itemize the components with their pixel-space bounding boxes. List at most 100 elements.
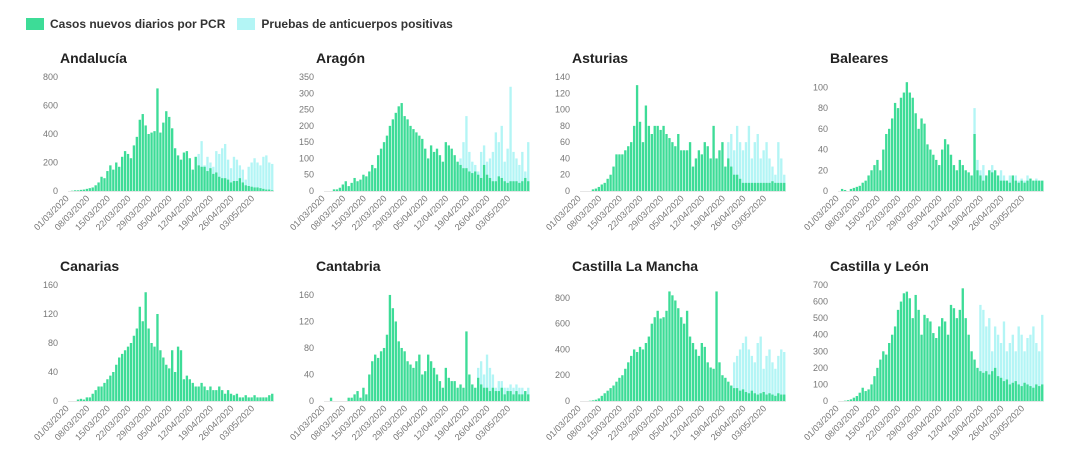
pcr-bar[interactable] — [771, 181, 774, 191]
pcr-bar[interactable] — [356, 391, 359, 401]
pcr-bar[interactable] — [156, 314, 159, 401]
pcr-bar[interactable] — [641, 142, 645, 191]
pcr-bar[interactable] — [424, 371, 427, 401]
pcr-bar[interactable] — [999, 377, 1003, 401]
antibody-bar[interactable] — [226, 159, 230, 191]
pcr-bar[interactable] — [774, 182, 777, 191]
antibody-bar[interactable] — [768, 349, 771, 401]
antibody-bar[interactable] — [985, 326, 988, 401]
pcr-bar[interactable] — [624, 150, 627, 191]
pcr-bar[interactable] — [371, 361, 374, 401]
antibody-bar[interactable] — [999, 343, 1003, 401]
pcr-bar[interactable] — [715, 158, 718, 191]
pcr-bar[interactable] — [777, 182, 780, 191]
pcr-bar[interactable] — [518, 182, 521, 191]
pcr-bar[interactable] — [527, 181, 530, 191]
pcr-bar[interactable] — [638, 121, 642, 191]
antibody-bar[interactable] — [774, 368, 777, 401]
pcr-bar[interactable] — [1035, 180, 1038, 191]
pcr-bar[interactable] — [524, 177, 527, 191]
pcr-bar[interactable] — [899, 97, 903, 191]
pcr-bar[interactable] — [100, 176, 103, 191]
antibody-bar[interactable] — [488, 367, 492, 401]
pcr-bar[interactable] — [970, 175, 973, 191]
pcr-bar[interactable] — [996, 175, 1000, 191]
pcr-bar[interactable] — [627, 146, 630, 191]
pcr-bar[interactable] — [668, 138, 671, 191]
pcr-bar[interactable] — [397, 106, 400, 191]
pcr-bar[interactable] — [221, 390, 224, 402]
pcr-bar[interactable] — [635, 352, 639, 401]
pcr-bar[interactable] — [600, 184, 603, 191]
pcr-bar[interactable] — [858, 185, 861, 191]
pcr-bar[interactable] — [1017, 384, 1020, 401]
pcr-bar[interactable] — [926, 144, 929, 191]
pcr-bar[interactable] — [162, 122, 165, 191]
pcr-bar[interactable] — [694, 349, 698, 401]
antibody-bar[interactable] — [488, 158, 492, 191]
pcr-bar[interactable] — [376, 357, 380, 401]
pcr-bar[interactable] — [123, 350, 127, 401]
pcr-bar[interactable] — [650, 323, 653, 401]
pcr-bar[interactable] — [1020, 180, 1023, 191]
pcr-bar[interactable] — [450, 148, 453, 191]
pcr-bar[interactable] — [209, 168, 212, 191]
pcr-bar[interactable] — [855, 186, 858, 191]
pcr-bar[interactable] — [138, 306, 141, 401]
pcr-bar[interactable] — [885, 134, 888, 191]
antibody-bar[interactable] — [771, 166, 774, 191]
pcr-bar[interactable] — [1002, 381, 1006, 401]
pcr-bar[interactable] — [756, 182, 759, 191]
pcr-bar[interactable] — [621, 375, 624, 401]
antibody-bar[interactable] — [979, 304, 982, 401]
pcr-bar[interactable] — [597, 186, 600, 191]
pcr-bar[interactable] — [849, 188, 853, 191]
pcr-bar[interactable] — [1023, 382, 1026, 401]
antibody-bar[interactable] — [741, 150, 745, 191]
antibody-bar[interactable] — [1014, 351, 1017, 401]
pcr-bar[interactable] — [1005, 180, 1009, 191]
pcr-bar[interactable] — [221, 178, 224, 192]
pcr-bar[interactable] — [415, 132, 418, 191]
pcr-bar[interactable] — [683, 150, 686, 191]
pcr-bar[interactable] — [1038, 386, 1041, 401]
antibody-bar[interactable] — [744, 336, 748, 401]
pcr-bar[interactable] — [353, 177, 356, 191]
pcr-bar[interactable] — [474, 171, 477, 191]
pcr-bar[interactable] — [917, 309, 920, 401]
pcr-bar[interactable] — [979, 175, 982, 191]
pcr-bar[interactable] — [718, 362, 721, 401]
antibody-bar[interactable] — [238, 165, 242, 191]
antibody-bar[interactable] — [759, 158, 762, 191]
pcr-bar[interactable] — [109, 165, 112, 191]
pcr-bar[interactable] — [1032, 387, 1035, 401]
pcr-bar[interactable] — [256, 187, 259, 191]
pcr-bar[interactable] — [780, 394, 783, 401]
pcr-bar[interactable] — [671, 295, 674, 401]
antibody-bar[interactable] — [494, 132, 498, 191]
pcr-bar[interactable] — [488, 177, 492, 191]
pcr-bar[interactable] — [135, 328, 139, 402]
pcr-bar[interactable] — [727, 158, 730, 191]
pcr-bar[interactable] — [362, 387, 365, 401]
pcr-bar[interactable] — [952, 308, 956, 401]
antibody-bar[interactable] — [762, 368, 765, 401]
pcr-bar[interactable] — [730, 166, 733, 191]
pcr-bar[interactable] — [76, 399, 80, 401]
pcr-bar[interactable] — [500, 387, 503, 401]
pcr-bar[interactable] — [253, 395, 256, 401]
pcr-bar[interactable] — [503, 394, 506, 401]
pcr-bar[interactable] — [344, 181, 347, 191]
pcr-bar[interactable] — [938, 165, 941, 191]
pcr-bar[interactable] — [902, 293, 906, 401]
pcr-bar[interactable] — [741, 182, 745, 191]
pcr-bar[interactable] — [79, 398, 83, 401]
pcr-bar[interactable] — [494, 181, 498, 191]
pcr-bar[interactable] — [691, 166, 695, 191]
pcr-bar[interactable] — [929, 149, 932, 191]
pcr-bar[interactable] — [674, 146, 677, 191]
pcr-bar[interactable] — [435, 374, 439, 401]
pcr-bar[interactable] — [479, 384, 483, 401]
pcr-bar[interactable] — [715, 291, 718, 401]
antibody-bar[interactable] — [462, 142, 465, 191]
